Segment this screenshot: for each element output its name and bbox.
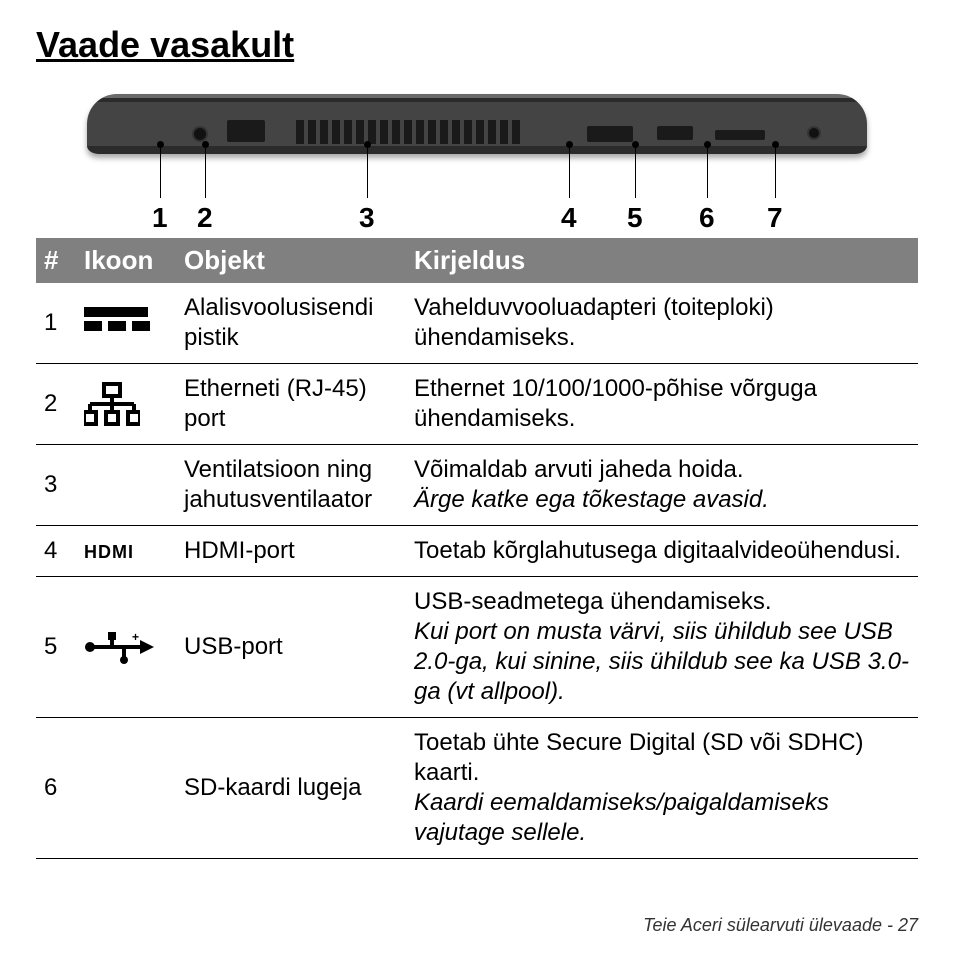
callout-number: 3 [359, 202, 375, 234]
cell-num: 6 [36, 717, 76, 858]
callout-number: 4 [561, 202, 577, 234]
desc-text: Toetab ühte Secure Digital (SD või SDHC)… [414, 728, 910, 788]
callout-line [205, 144, 206, 198]
ethernet-icon [84, 382, 168, 426]
desc-note: Kaardi eemaldamiseks/paigaldamiseks vaju… [414, 788, 910, 848]
callout-number: 2 [197, 202, 213, 234]
dc-jack-icon [192, 126, 208, 142]
cell-icon: HDMI [76, 525, 176, 576]
sd-slot-icon [715, 130, 765, 140]
usb-port-icon [657, 126, 693, 140]
cell-icon: + [76, 576, 176, 717]
col-header-desc: Kirjeldus [406, 238, 918, 283]
cell-num: 1 [36, 283, 76, 364]
rj45-port-icon [227, 120, 265, 142]
cell-num: 3 [36, 444, 76, 525]
hdmi-icon: HDMI [84, 542, 134, 562]
svg-text:+: + [132, 630, 139, 644]
table-row: 5+USB-portUSB-seadmetega ühendamiseks.Ku… [36, 576, 918, 717]
cell-object: HDMI-port [176, 525, 406, 576]
desc-text: Võimaldab arvuti jaheda hoida. [414, 455, 910, 485]
desc-text: Ethernet 10/100/1000-põhise võrguga ühen… [414, 374, 910, 434]
cell-num: 2 [36, 363, 76, 444]
callout-number: 6 [699, 202, 715, 234]
hdmi-port-icon [587, 126, 633, 142]
usb-icon: + [84, 630, 168, 664]
cell-object: Alalisvoolusisendi pistik [176, 283, 406, 364]
cell-description: Toetab ühte Secure Digital (SD või SDHC)… [406, 717, 918, 858]
cell-description: Toetab kõrglahutusega digitaalvideoühend… [406, 525, 918, 576]
callout-line [707, 144, 708, 198]
callout-number: 1 [152, 202, 168, 234]
cell-object: Ventilatsioon ning jahutusventilaator [176, 444, 406, 525]
cell-description: Vahelduvvooluadapteri (toiteploki) ühend… [406, 283, 918, 364]
callout-number: 5 [627, 202, 643, 234]
cell-icon [76, 283, 176, 364]
col-header-icon: Ikoon [76, 238, 176, 283]
page-footer: Teie Aceri sülearvuti ülevaade - 27 [643, 915, 918, 936]
desc-note: Ärge katke ega tõkestage avasid. [414, 485, 910, 515]
ports-table: # Ikoon Objekt Kirjeldus 1 Alalisvoolusis… [36, 238, 918, 859]
callout-line [160, 144, 161, 198]
cell-num: 5 [36, 576, 76, 717]
callout-number: 7 [767, 202, 783, 234]
desc-note: Kui port on musta värvi, siis ühildub se… [414, 617, 910, 707]
cell-num: 4 [36, 525, 76, 576]
cell-description: USB-seadmetega ühendamiseks.Kui port on … [406, 576, 918, 717]
cell-object: SD-kaardi lugeja [176, 717, 406, 858]
callout-line [569, 144, 570, 198]
desc-text: Toetab kõrglahutusega digitaalvideoühend… [414, 536, 910, 566]
cooling-vents-icon [292, 120, 522, 144]
table-row: 1 Alalisvoolusisendi pistikVahelduvvoolua… [36, 283, 918, 364]
table-row: 6 SD-kaardi lugejaToetab ühte Secure Digi… [36, 717, 918, 858]
col-header-num: # [36, 238, 76, 283]
table-header-row: # Ikoon Objekt Kirjeldus [36, 238, 918, 283]
callout-line [367, 144, 368, 198]
cell-description: Ethernet 10/100/1000-põhise võrguga ühen… [406, 363, 918, 444]
page-title: Vaade vasakult [36, 24, 918, 66]
desc-text: Vahelduvvooluadapteri (toiteploki) ühend… [414, 293, 910, 353]
laptop-left-side-diagram: 12 3 4 5 6 7 [47, 84, 907, 234]
dc-in-icon [84, 307, 150, 331]
table-row: 3Ventilatsioon ning jahutusventilaatorVõ… [36, 444, 918, 525]
callout-line [775, 144, 776, 198]
cell-icon [76, 363, 176, 444]
table-row: 4 HDMI HDMI-port Toetab kõrglahutusega digi… [36, 525, 918, 576]
callout-line [635, 144, 636, 198]
cell-object: Etherneti (RJ-45) port [176, 363, 406, 444]
col-header-object: Objekt [176, 238, 406, 283]
cell-description: Võimaldab arvuti jaheda hoida.Ärge katke… [406, 444, 918, 525]
cell-icon [76, 717, 176, 858]
audio-jack-icon [807, 126, 821, 140]
cell-object: USB-port [176, 576, 406, 717]
table-row: 2 Etherneti (RJ-45) portEthernet 10/100/1… [36, 363, 918, 444]
cell-icon [76, 444, 176, 525]
desc-text: USB-seadmetega ühendamiseks. [414, 587, 910, 617]
